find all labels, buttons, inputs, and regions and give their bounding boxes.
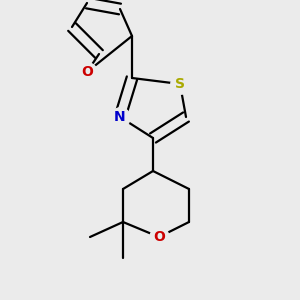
Text: O: O: [153, 230, 165, 244]
Text: S: S: [175, 77, 185, 91]
Text: N: N: [114, 110, 126, 124]
Text: O: O: [81, 65, 93, 79]
